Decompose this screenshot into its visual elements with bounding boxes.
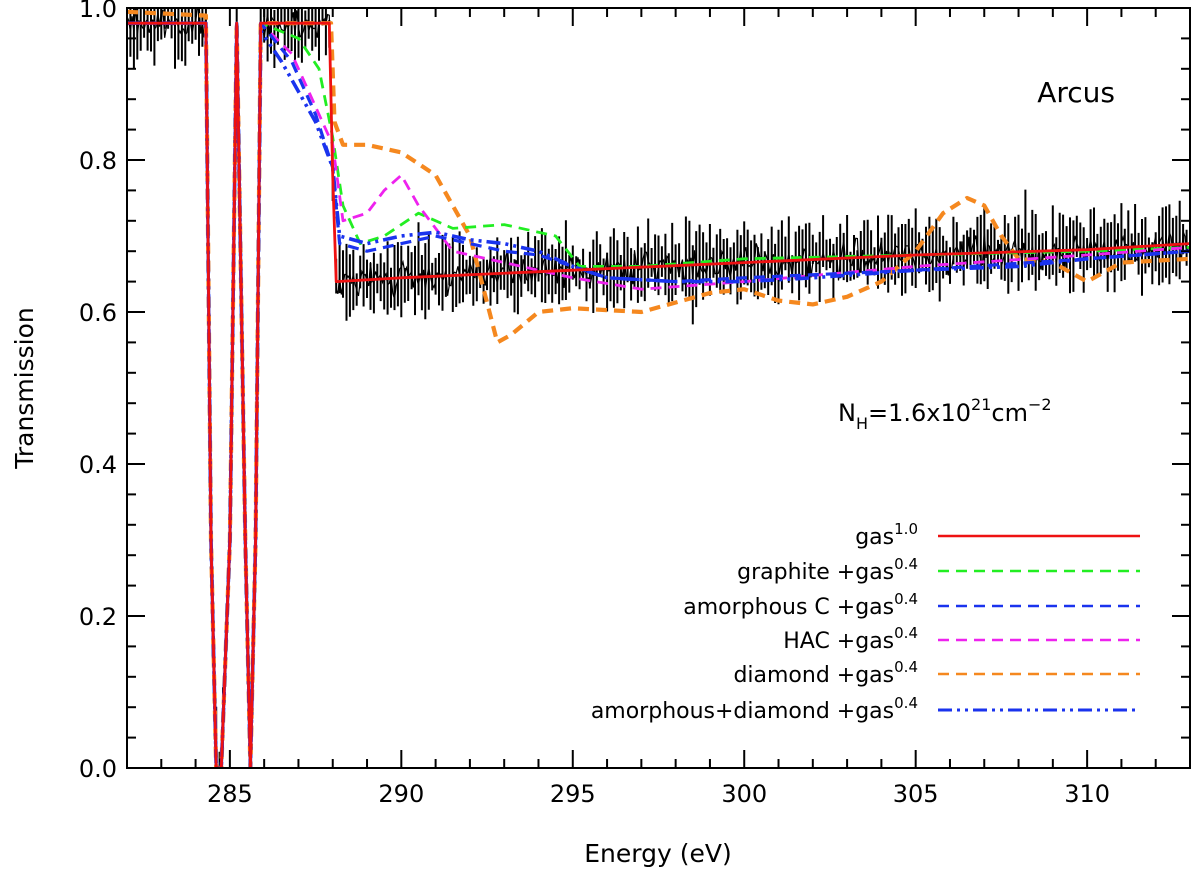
legend-label: amorphous C +gas0.4 <box>683 590 918 620</box>
legend-item: amorphous+diamond +gas0.4 <box>591 694 1140 724</box>
legend-item: amorphous C +gas0.4 <box>683 590 1140 620</box>
legend-label-text: HAC +gas <box>783 629 894 654</box>
legend-label: HAC +gas0.4 <box>783 624 918 654</box>
nh-unit: cm <box>991 399 1028 427</box>
legend-label-sup: 0.4 <box>894 624 918 642</box>
y-tick-label: 0.6 <box>79 299 117 327</box>
series-line-gas <box>127 21 1190 768</box>
x-tick-label: 300 <box>721 780 767 808</box>
y-axis-title: Transmission <box>10 307 39 470</box>
legend-label: gas1.0 <box>855 520 918 550</box>
x-tick-label: 290 <box>378 780 424 808</box>
legend-label-text: diamond +gas <box>733 663 894 688</box>
legend-label-sup: 1.0 <box>894 520 918 538</box>
nh-unit-exponent: −2 <box>1028 395 1052 414</box>
nh-symbol: N <box>838 399 856 427</box>
x-tick-label: 310 <box>1064 780 1110 808</box>
nh-exponent: 21 <box>971 395 991 414</box>
legend-label-sup: 0.4 <box>894 658 918 676</box>
legend-label: diamond +gas0.4 <box>733 658 918 688</box>
legend-item: diamond +gas0.4 <box>733 658 1140 688</box>
legend-item: graphite +gas0.4 <box>737 555 1140 585</box>
legend-label-sup: 0.4 <box>894 694 918 712</box>
x-tick-label: 305 <box>893 780 939 808</box>
plot-frame <box>126 7 1191 769</box>
legend-label: graphite +gas0.4 <box>737 555 918 585</box>
y-tick-label: 0.0 <box>79 755 117 783</box>
y-tick-label: 0.4 <box>79 451 117 479</box>
arcus-label: Arcus <box>1037 76 1115 109</box>
x-tick-label: 285 <box>207 780 253 808</box>
y-tick-label: 0.2 <box>79 603 117 631</box>
x-axis-title: Energy (eV) <box>584 839 731 868</box>
x-tick-label: 295 <box>550 780 596 808</box>
legend-label-text: amorphous C +gas <box>683 595 894 620</box>
legend-label-text: graphite +gas <box>737 560 894 585</box>
column-density-label: NH=1.6x1021cm−2 <box>838 395 1052 433</box>
legend-label-sup: 0.4 <box>894 555 918 573</box>
observed-spectrum-line <box>127 8 1189 768</box>
legend-label-sup: 0.4 <box>894 590 918 608</box>
legend-label: amorphous+diamond +gas0.4 <box>591 694 918 724</box>
legend-item: HAC +gas0.4 <box>783 624 1140 654</box>
legend-label-text: gas <box>855 525 894 550</box>
legend-item: gas1.0 <box>855 520 1140 550</box>
plot-data-layer <box>127 8 1190 768</box>
nh-value: =1.6x10 <box>868 399 971 427</box>
legend-label-text: amorphous+diamond +gas <box>591 699 894 724</box>
axes-ticks: 285 290 295 300 305 310 0.0 0.2 0.4 0.6 0.8 1.0 <box>79 0 1191 808</box>
y-tick-label: 0.8 <box>79 147 117 175</box>
series-line-diamond-gas <box>127 9 1190 768</box>
y-tick-label: 1.0 <box>79 0 117 23</box>
nh-subscript: H <box>856 414 868 433</box>
